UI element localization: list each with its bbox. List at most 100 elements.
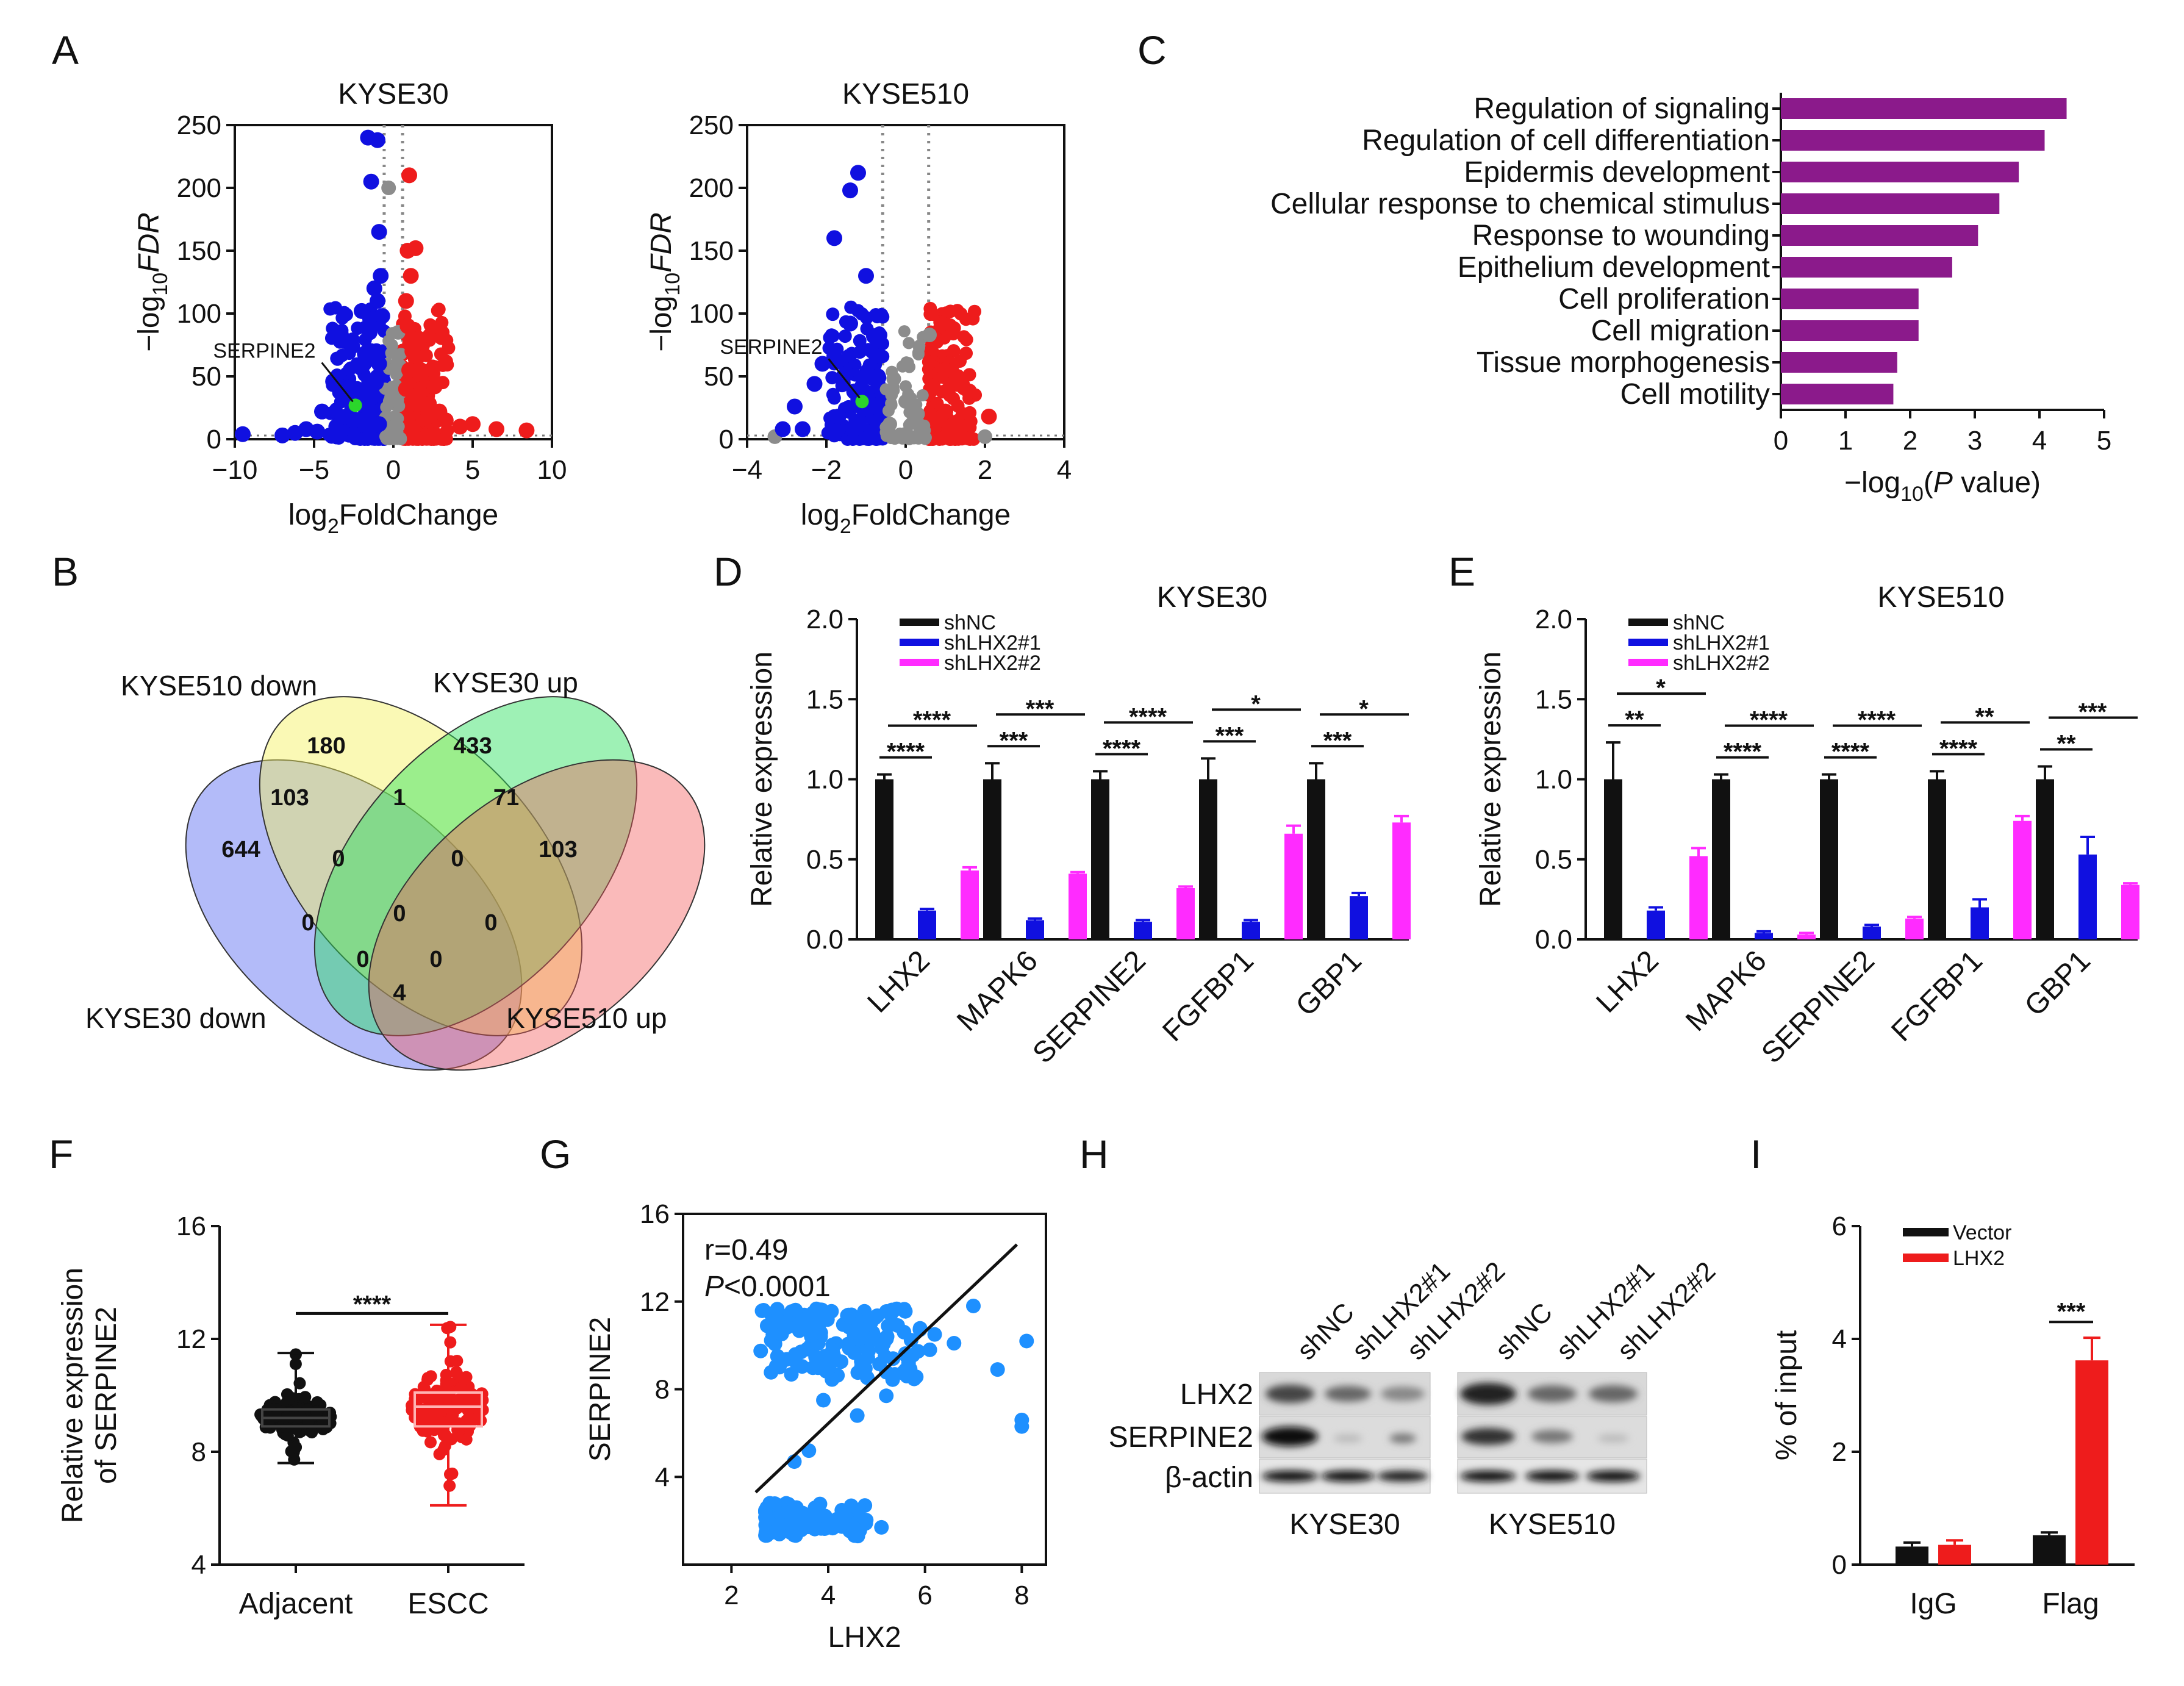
data-point bbox=[817, 1521, 832, 1537]
legend-label: shLHX2#1 bbox=[944, 631, 1041, 655]
x-tick-label: 5 bbox=[465, 455, 480, 485]
x-category-label: FGFBP1 bbox=[1156, 944, 1259, 1047]
sig-label: **** bbox=[1939, 735, 1978, 762]
y-tick-label: 16 bbox=[640, 1199, 670, 1229]
data-point bbox=[820, 1312, 835, 1327]
regression-line bbox=[754, 1243, 1019, 1494]
x-tick-label: 5 bbox=[2097, 426, 2111, 456]
y-label-part: FDR bbox=[645, 212, 678, 273]
bar-shnc bbox=[1928, 779, 1946, 939]
y-axis-label: of SERPINE2 bbox=[90, 1307, 123, 1484]
data-point bbox=[825, 1343, 840, 1358]
data-point-down bbox=[850, 165, 866, 181]
data-point-up bbox=[401, 167, 417, 184]
x-tick-label: −4 bbox=[732, 455, 762, 485]
cloud-point bbox=[903, 418, 915, 431]
data-point-down bbox=[235, 426, 251, 442]
go-bar bbox=[1781, 130, 2045, 151]
y-axis-label: Relative expression bbox=[746, 651, 778, 907]
data-point-down bbox=[830, 408, 847, 425]
y-tick-label: 0 bbox=[1832, 1550, 1847, 1580]
data-point bbox=[756, 1302, 771, 1318]
data-point bbox=[864, 1315, 879, 1330]
sig-label: **** bbox=[1831, 739, 1870, 766]
data-point bbox=[311, 1396, 324, 1408]
data-point bbox=[851, 1321, 866, 1336]
venn-count: 0 bbox=[484, 910, 497, 936]
data-point-up bbox=[399, 318, 416, 334]
x-tick-label: 2 bbox=[978, 455, 992, 485]
sig-label: * bbox=[1359, 695, 1369, 722]
x-tick-label: 4 bbox=[821, 1580, 836, 1610]
data-point-down bbox=[350, 358, 367, 375]
data-point-down bbox=[349, 381, 365, 397]
go-term-label: Tissue morphogenesis bbox=[1477, 346, 1770, 379]
sig-label: **** bbox=[1103, 735, 1141, 762]
y-tick-label: 4 bbox=[1832, 1324, 1847, 1354]
data-point-down bbox=[842, 315, 858, 332]
data-point-up bbox=[409, 387, 425, 403]
blot-lane-label: shNC bbox=[1489, 1297, 1558, 1366]
data-point-grey bbox=[914, 425, 929, 440]
panel-h-western-blot: LHX2 SERPINE2 β-actin shNC shLHX2#1 shLH… bbox=[1109, 1256, 1722, 1541]
go-term-label: Cell motility bbox=[1620, 378, 1770, 411]
x-label-part: FoldChange bbox=[851, 499, 1011, 531]
y-axis-label: Relative expression bbox=[1475, 651, 1507, 907]
bar-shlhx22 bbox=[1392, 822, 1411, 939]
data-point-down bbox=[287, 425, 303, 441]
data-point-grey bbox=[886, 371, 901, 387]
data-point bbox=[859, 1513, 874, 1528]
band bbox=[1597, 1434, 1629, 1443]
data-point bbox=[421, 1372, 434, 1385]
cloud-point bbox=[390, 356, 403, 369]
x-category-label: MAPK6 bbox=[951, 944, 1044, 1038]
band bbox=[1266, 1385, 1314, 1403]
venn-ellipse-kyse30-up bbox=[313, 696, 638, 1036]
bar-shnc bbox=[875, 779, 893, 939]
x-category-label: Flag bbox=[2042, 1588, 2099, 1620]
data-point-down bbox=[870, 368, 886, 384]
data-point-grey bbox=[978, 429, 992, 444]
data-point bbox=[897, 1302, 912, 1317]
data-point-up bbox=[420, 408, 437, 425]
bar-shlhx21 bbox=[1026, 920, 1044, 939]
cloud-point bbox=[846, 432, 860, 446]
x-tick-label: 10 bbox=[537, 455, 567, 485]
y-axis-label: % of input bbox=[1770, 1330, 1803, 1460]
y-tick-label: 2 bbox=[1832, 1437, 1847, 1467]
data-point bbox=[780, 1517, 795, 1532]
venn-count: 1 bbox=[393, 785, 406, 811]
data-point-down bbox=[775, 421, 791, 437]
panel-label-d: D bbox=[714, 549, 743, 594]
data-point-grey bbox=[922, 328, 937, 343]
data-point-down bbox=[344, 338, 360, 354]
bar-shnc bbox=[2036, 779, 2054, 939]
venn-count: 103 bbox=[270, 785, 309, 811]
data-point bbox=[767, 1496, 782, 1511]
x-axis-label: −log10(P value) bbox=[1844, 467, 2041, 506]
panel-i-chip-bar: 0 2 4 6 % of input IgG Flag *** Vector LHX2 bbox=[1770, 1211, 2135, 1620]
bar-shlhx21 bbox=[1242, 922, 1260, 939]
panel-e-bar-kyse510: KYSE510 0.0 0.5 1.0 1.5 2.0 Relative expressio… bbox=[1475, 581, 2139, 1070]
band bbox=[1461, 1428, 1515, 1445]
legend-label: LHX2 bbox=[1953, 1247, 2005, 1270]
data-point bbox=[861, 1343, 876, 1358]
y-tick-label: 2.0 bbox=[1535, 604, 1572, 634]
x-tick-label: 8 bbox=[1014, 1580, 1029, 1610]
sig-label: * bbox=[1656, 675, 1666, 701]
bar-shlhx21 bbox=[1647, 910, 1665, 939]
bar-shlhx22 bbox=[1069, 873, 1087, 939]
cloud-point bbox=[943, 304, 958, 318]
data-point bbox=[792, 1323, 807, 1338]
bar-shlhx22 bbox=[961, 870, 979, 939]
band bbox=[1531, 1430, 1573, 1443]
data-point bbox=[446, 1408, 459, 1421]
data-point bbox=[424, 1436, 437, 1449]
data-point-down bbox=[371, 356, 387, 372]
cloud-point bbox=[842, 349, 856, 363]
bar-shnc bbox=[1307, 779, 1325, 939]
panel-label-i: I bbox=[1750, 1132, 1761, 1177]
data-point-up bbox=[452, 418, 468, 435]
go-term-label: Epidermis development bbox=[1464, 156, 1770, 188]
panel-b-venn: KYSE510 down KYSE30 up KYSE30 down KYSE5… bbox=[85, 667, 706, 1071]
